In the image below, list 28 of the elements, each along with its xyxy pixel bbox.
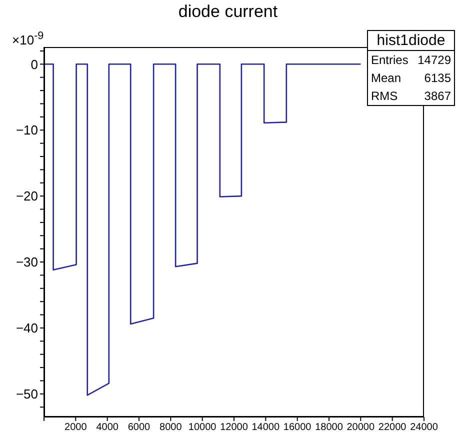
x-tick-label: 24000 — [410, 422, 438, 434]
x-tick-label: 18000 — [315, 422, 344, 434]
text: 3867 — [424, 89, 451, 103]
y-tick-label: −20 — [16, 188, 38, 204]
x-tick-label: 6000 — [128, 422, 151, 434]
annotation: Mean — [371, 71, 402, 85]
y-tick-label: −30 — [16, 254, 38, 270]
x-tick-label: 16000 — [283, 422, 312, 434]
annotation: hist1diode — [368, 31, 454, 51]
x-tick-label: 14000 — [252, 422, 280, 434]
x-tick-label: 8000 — [160, 422, 182, 434]
y-tick-label: −10 — [16, 122, 38, 138]
annotation: RMS — [371, 89, 398, 103]
text: 6135 — [424, 71, 451, 85]
x-tick-label: 22000 — [378, 422, 407, 434]
y-tick-label: 0 — [30, 56, 38, 72]
y-tick-label: −40 — [16, 320, 38, 336]
text: ×10$^{-9}$ — [12, 30, 44, 48]
x-tick-label: 4000 — [96, 422, 119, 434]
line-series — [44, 64, 362, 396]
x-tick-label: 2000 — [64, 422, 88, 434]
chart-title: diode current — [177, 2, 279, 22]
x-tick-label: 20000 — [346, 422, 376, 434]
annotation: Entries — [371, 53, 408, 67]
y-tick-label: −50 — [16, 386, 38, 402]
x-tick-label: 12000 — [220, 422, 248, 434]
x-tick-label: 10000 — [188, 422, 217, 434]
annotation: 14729 — [418, 53, 451, 67]
